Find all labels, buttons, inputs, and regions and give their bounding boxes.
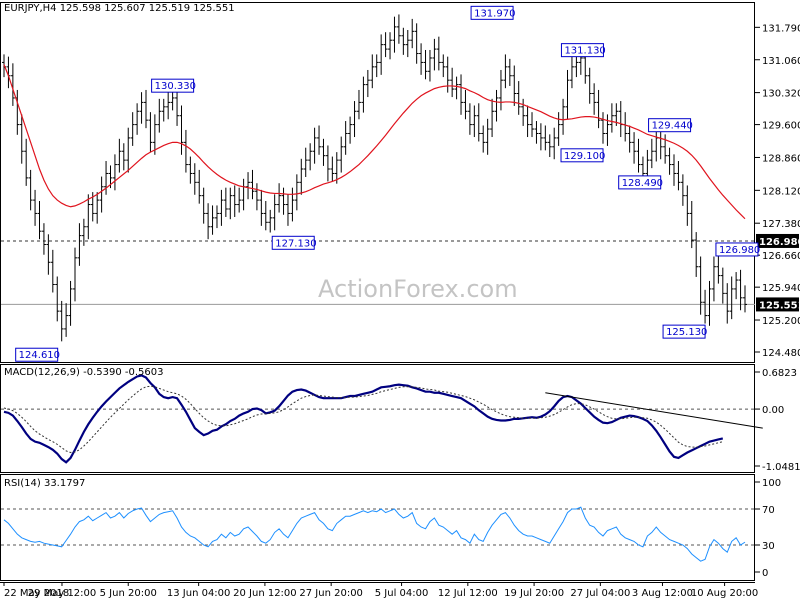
rsi-line <box>3 506 746 562</box>
price-tick-label: 128.120 <box>762 186 800 197</box>
price-tick-label: 127.380 <box>762 219 800 230</box>
level-label-box <box>756 233 799 248</box>
price-annotation: 124.610 <box>19 350 60 361</box>
price-annotation: 126.980 <box>719 245 760 256</box>
x-tick-label: 22 May 2018 <box>4 588 69 599</box>
x-tick-label: 12 Jul 12:00 <box>438 588 498 599</box>
price-annotation-box <box>15 347 59 362</box>
x-tick-label: 10 Aug 20:00 <box>691 588 758 599</box>
price-annotation: 130.330 <box>155 81 196 92</box>
price-annotation-box <box>151 78 195 93</box>
macd-tick-label: 0.6823 <box>762 368 797 379</box>
price-annotation-box <box>560 148 604 163</box>
moving-average-line <box>3 64 746 220</box>
price-tick-label: 131.790 <box>762 23 800 34</box>
price-annotation: 129.440 <box>652 121 693 132</box>
x-tick-label: 27 Jul 04:00 <box>570 588 630 599</box>
price-annotation-box <box>470 5 514 20</box>
macd-tick-label: 0.00 <box>762 405 784 416</box>
watermark: ActionForex.com <box>318 275 518 303</box>
macd-tick-label: -1.0481 <box>762 462 800 473</box>
level-label: 126.980 <box>759 237 800 248</box>
macd-main-line <box>3 374 724 464</box>
price-annotation: 131.970 <box>474 8 515 19</box>
price-tick-label: 125.200 <box>762 316 800 327</box>
level-label-box <box>756 297 799 312</box>
macd-pane-title: MACD(12,26,9) -0.5390 -0.5603 <box>4 367 164 378</box>
x-tick-label: 29 May 12:00 <box>28 588 97 599</box>
rsi-tick-label: 0 <box>762 568 768 579</box>
price-annotation: 129.100 <box>564 151 605 162</box>
x-tick-label: 27 Jun 20:00 <box>299 588 363 599</box>
price-annotation-box <box>560 43 604 58</box>
x-tick-label: 13 Jun 04:00 <box>167 588 231 599</box>
price-tick-label: 131.060 <box>762 56 800 67</box>
price-tick-label: 128.860 <box>762 153 800 164</box>
price-annotation-box <box>662 324 706 339</box>
x-tick-label: 19 Jul 20:00 <box>504 588 564 599</box>
rsi-tick-label: 100 <box>762 478 781 489</box>
price-annotation: 131.130 <box>564 46 605 57</box>
price-tick-label: 126.660 <box>762 251 800 262</box>
x-tick-label: 5 Jul 04:00 <box>375 588 429 599</box>
price-annotation: 127.130 <box>275 238 316 249</box>
price-tick-label: 125.940 <box>762 283 800 294</box>
price-pane-title: EURJPY,H4 125.598 125.607 125.519 125.55… <box>4 3 235 14</box>
price-annotation-box <box>715 242 759 257</box>
price-annotation-box <box>648 118 692 133</box>
price-annotation-box <box>271 235 315 250</box>
x-tick-label: 3 Aug 12:00 <box>632 588 693 599</box>
rsi-tick-label: 70 <box>762 505 775 516</box>
price-annotation: 125.130 <box>666 327 707 338</box>
price-annotation-box <box>618 175 662 190</box>
price-tick-label: 130.320 <box>762 89 800 100</box>
price-tick-label: 129.600 <box>762 121 800 132</box>
rsi-tick-label: 30 <box>762 541 775 552</box>
macd-trendline <box>545 392 763 429</box>
price-annotation: 128.490 <box>622 178 663 189</box>
price-tick-label: 124.480 <box>762 348 800 359</box>
x-tick-label: 5 Jun 20:00 <box>100 588 157 599</box>
rsi-pane-frame <box>0 474 755 581</box>
x-tick-label: 20 Jun 12:00 <box>233 588 297 599</box>
rsi-pane-title: RSI(14) 33.1797 <box>4 478 86 489</box>
level-label: 125.551 <box>759 300 800 311</box>
